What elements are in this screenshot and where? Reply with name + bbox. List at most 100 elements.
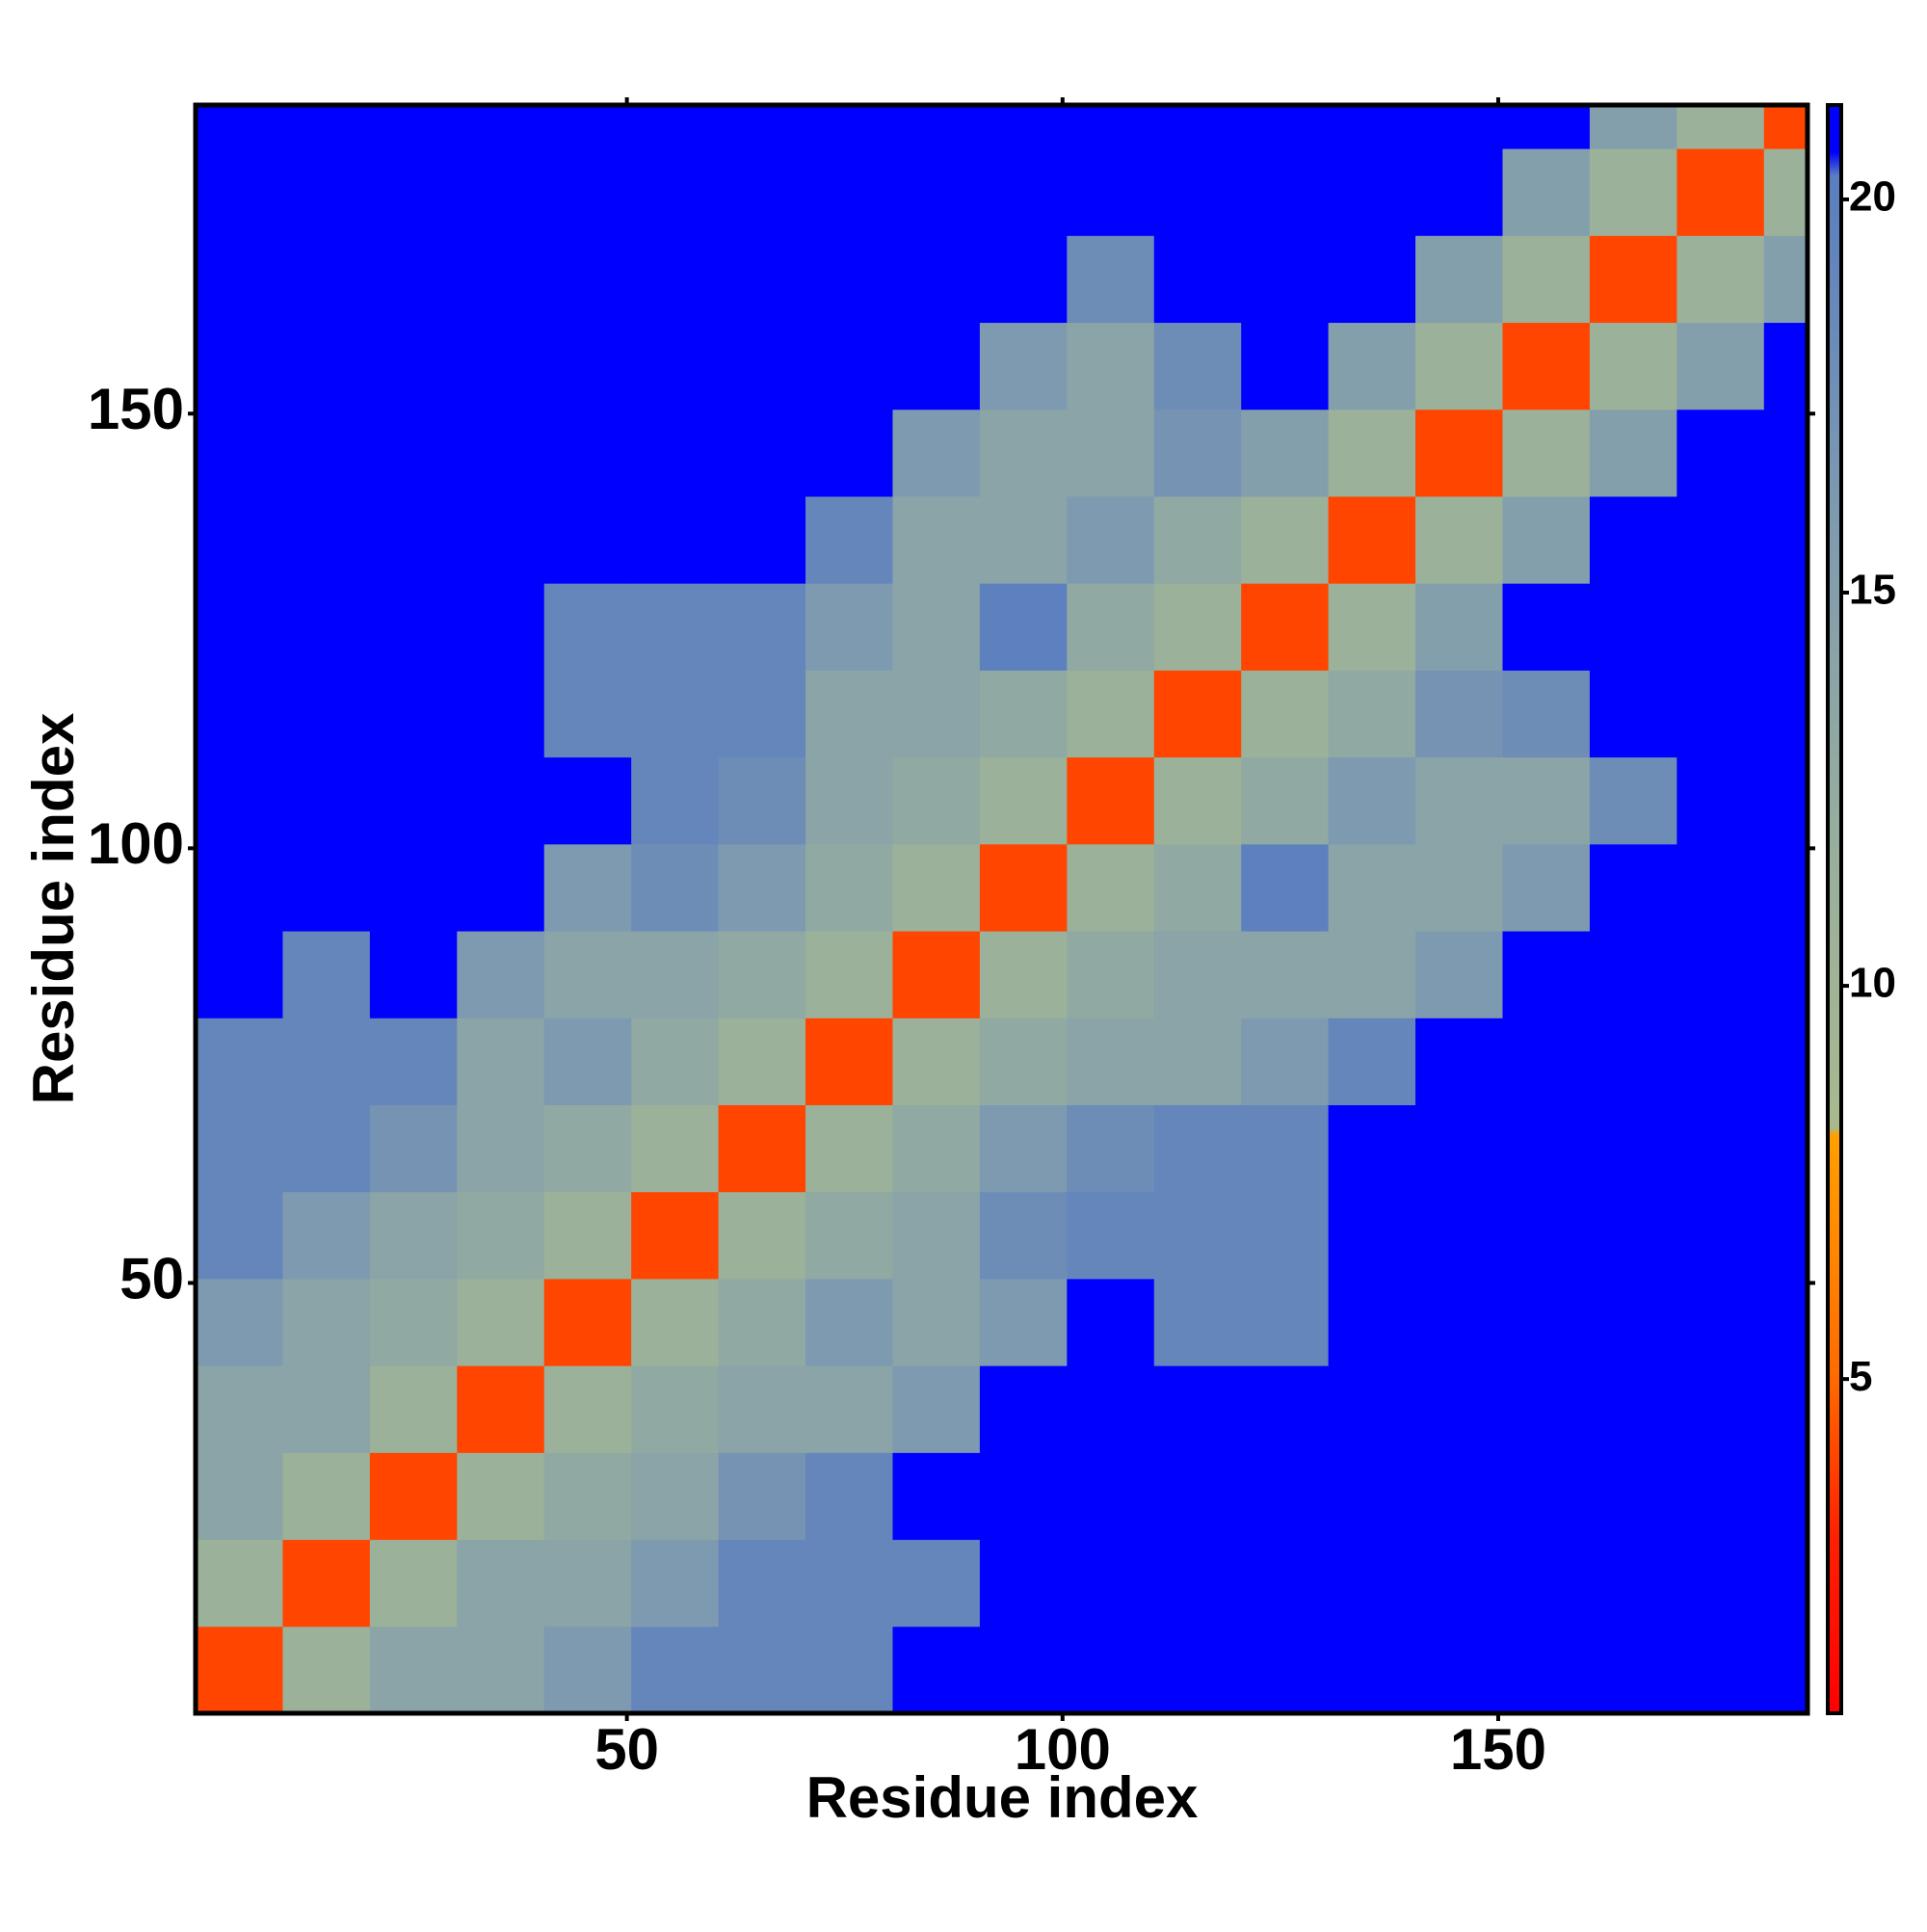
heatmap-cell: [1415, 1278, 1503, 1366]
heatmap-cell: [892, 756, 981, 845]
heatmap-cell: [196, 409, 283, 497]
heatmap-cell: [1676, 583, 1765, 671]
heatmap-cell: [892, 1539, 981, 1628]
heatmap-cell: [1763, 148, 1808, 236]
heatmap-cell: [805, 1626, 893, 1714]
heatmap-cell: [1067, 1191, 1155, 1280]
heatmap-cell: [718, 1278, 806, 1366]
heatmap-cell: [1241, 148, 1330, 236]
heatmap-cell: [1067, 105, 1155, 149]
heatmap-cell: [1676, 105, 1765, 149]
heatmap-cell: [1763, 105, 1808, 149]
heatmap-cell: [979, 1539, 1068, 1628]
heatmap-cell: [1153, 756, 1242, 845]
heatmap-cell: [1067, 235, 1155, 324]
heatmap-cell: [457, 843, 545, 932]
heatmap-cell: [543, 148, 632, 236]
heatmap-cell: [1067, 931, 1155, 1019]
heatmap-cell: [1502, 1452, 1591, 1541]
heatmap-cell: [1763, 495, 1808, 584]
heatmap-cell: [631, 1539, 720, 1628]
heatmap-cell: [805, 409, 893, 497]
heatmap-cell: [369, 1365, 458, 1453]
heatmap-cell: [196, 235, 283, 324]
heatmap-cell: [457, 1278, 545, 1366]
heatmap-cell: [196, 583, 283, 671]
heatmap-cell: [631, 1104, 720, 1193]
heatmap-cell: [805, 1191, 893, 1280]
heatmap-cell: [1415, 1452, 1503, 1541]
heatmap-cell: [196, 148, 283, 236]
heatmap-cell: [196, 1539, 283, 1628]
heatmap-cell: [543, 1104, 632, 1193]
heatmap-cell: [1763, 409, 1808, 497]
heatmap-cell: [196, 105, 283, 149]
heatmap-cell: [282, 235, 371, 324]
heatmap-cell: [1676, 931, 1765, 1019]
heatmap-cell: [1589, 1278, 1677, 1366]
heatmap-cell: [1502, 1191, 1591, 1280]
heatmap-cell: [282, 670, 371, 758]
heatmap-cell: [892, 931, 981, 1019]
heatmap-cell: [718, 1191, 806, 1280]
heatmap-cell: [1676, 1452, 1765, 1541]
heatmap-cell: [631, 670, 720, 758]
heatmap-cell: [1589, 931, 1677, 1019]
heatmap-cell: [1241, 756, 1330, 845]
heatmap-cell: [457, 670, 545, 758]
heatmap-cell: [196, 1104, 283, 1193]
heatmap-cell: [1415, 1626, 1503, 1714]
heatmap-cell: [1153, 1018, 1242, 1105]
heatmap-cell: [543, 1365, 632, 1453]
colorbar: [1826, 103, 1843, 1715]
heatmap-cell: [369, 409, 458, 497]
heatmap-cell: [282, 105, 371, 149]
heatmap-cell: [979, 235, 1068, 324]
heatmap-cell: [457, 148, 545, 236]
heatmap-cell: [979, 583, 1068, 671]
heatmap-cell: [718, 409, 806, 497]
heatmap-cell: [631, 1278, 720, 1366]
heatmap-cell: [1328, 1452, 1416, 1541]
heatmap-cell: [369, 1278, 458, 1366]
heatmap-cell: [196, 1278, 283, 1366]
heatmap-cell: [1502, 1365, 1591, 1453]
colorbar-tick-label: 20: [1849, 173, 1896, 221]
heatmap-cell: [1763, 1191, 1808, 1280]
heatmap-cell: [282, 148, 371, 236]
heatmap-cell: [1241, 1191, 1330, 1280]
heatmap-cell: [718, 1452, 806, 1541]
heatmap-cell: [1067, 756, 1155, 845]
heatmap-cell: [1676, 148, 1765, 236]
heatmap-cell: [1241, 931, 1330, 1019]
heatmap-cell: [196, 1365, 283, 1453]
heatmap-cell: [1589, 322, 1677, 410]
heatmap-cell: [543, 931, 632, 1019]
heatmap-cell: [1502, 1018, 1591, 1105]
heatmap-cell: [1763, 931, 1808, 1019]
heatmap-cell: [457, 583, 545, 671]
heatmap-cell: [282, 495, 371, 584]
heatmap-cell: [543, 105, 632, 149]
heatmap-cell: [631, 1018, 720, 1105]
heatmap-cell: [543, 495, 632, 584]
heatmap-cell: [1067, 1365, 1155, 1453]
heatmap-cell: [1589, 1365, 1677, 1453]
heatmap-cell: [1763, 1018, 1808, 1105]
heatmap-cell: [805, 583, 893, 671]
heatmap-cell: [1763, 1452, 1808, 1541]
heatmap-cell: [543, 322, 632, 410]
heatmap-cell: [979, 322, 1068, 410]
heatmap-cell: [1241, 1104, 1330, 1193]
heatmap-cell: [543, 235, 632, 324]
heatmap-cell: [1067, 409, 1155, 497]
heatmap-cell: [1502, 495, 1591, 584]
heatmap-cell: [457, 1626, 545, 1714]
heatmap-cell: [1328, 1104, 1416, 1193]
heatmap-cell: [369, 322, 458, 410]
heatmap-cell: [1676, 1539, 1765, 1628]
heatmap-cell: [1763, 322, 1808, 410]
heatmap-cell: [543, 409, 632, 497]
heatmap-cell: [1415, 670, 1503, 758]
heatmap-cell: [1502, 1539, 1591, 1628]
